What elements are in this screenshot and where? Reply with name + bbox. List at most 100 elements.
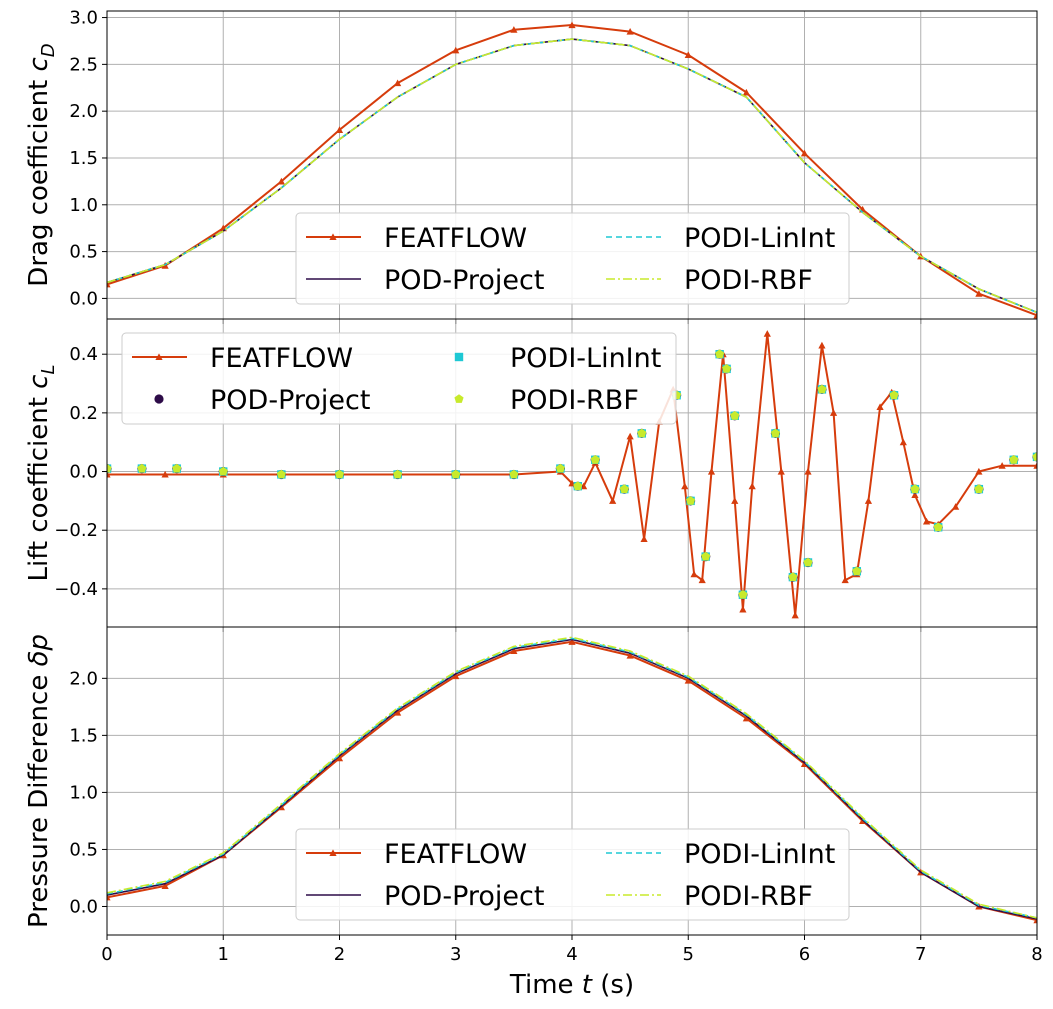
series-featflow-point [742, 88, 750, 96]
legend: FEATFLOW POD-Project PODI-LinInt PODI-RBF [295, 212, 850, 305]
legend-entry-pod-project-label: POD-Project [384, 265, 544, 296]
series-featflow-point [626, 651, 634, 659]
plot-area [107, 636, 1037, 924]
series-featflow-point [1033, 916, 1037, 924]
legend-entry-pod-project-swatch-marker [154, 394, 164, 404]
series-featflow-point [899, 438, 907, 446]
series-pod-project-line [107, 638, 1037, 920]
legend-entry-podi-rbf-label: PODI-RBF [684, 265, 813, 296]
series-featflow-point [952, 503, 960, 510]
x-tick-label: 1 [218, 944, 229, 965]
legend-entry-podi-linint-swatch-marker [454, 352, 464, 362]
plot-area [107, 21, 1037, 319]
series-featflow-point [568, 638, 576, 645]
series-featflow-point [452, 672, 460, 680]
y-tick-label: 1.5 [69, 148, 98, 169]
legend-entry-podi-linint-label: PODI-LinInt [684, 223, 835, 254]
legend-entry-featflow: FEATFLOW [306, 839, 527, 870]
series-featflow-point [742, 714, 750, 722]
series-podi-rbf-point [933, 522, 943, 532]
series-podi-rbf-point [334, 469, 345, 479]
series-podi-rbf-point [1032, 452, 1037, 461]
series-podi-rbf-point [619, 484, 629, 493]
y-tick-label: 0.0 [69, 896, 98, 917]
series-featflow-point [161, 470, 169, 478]
series-podi-rbf-point [738, 589, 748, 599]
y-axis-label-symbol: c [24, 57, 54, 71]
x-tick-label: 2 [334, 944, 345, 965]
series-featflow-point [731, 497, 739, 504]
x-axis-label-symbol: t [582, 970, 593, 1000]
x-tick-label: 8 [1031, 944, 1042, 965]
series-featflow-point [277, 177, 285, 185]
y-tick-label: 0.4 [69, 344, 98, 365]
legend-entry-featflow-label: FEATFLOW [384, 223, 527, 254]
series-featflow-point [975, 290, 983, 297]
series-featflow-point [804, 467, 812, 475]
series-featflow-point [791, 611, 799, 619]
y-tick-label: 0.5 [69, 839, 98, 860]
y-axis-label: Pressure Difference δp [24, 634, 54, 928]
series-featflow-point [684, 677, 692, 684]
legend-entry-podi-rbf: PODI-RBF [606, 265, 813, 296]
series-featflow-point [818, 341, 826, 349]
series-featflow-point [707, 467, 716, 475]
series-podi-rbf-point [722, 364, 732, 373]
x-axis-label: Time t (s) [509, 970, 634, 1000]
legend: FEATFLOW POD-Project PODI-LinInt PODI-RBF [295, 828, 850, 921]
legend-box [295, 212, 850, 305]
series-featflow-point [1033, 311, 1037, 319]
series-podi-rbf-point [637, 428, 647, 438]
series-podi-rbf-point [788, 572, 798, 581]
x-tick-label: 7 [915, 944, 926, 965]
series-podi-rbf-point [590, 455, 600, 464]
series-featflow-point [394, 708, 402, 716]
series-podi-rbf-point [509, 469, 519, 479]
x-tick-label: 0 [101, 944, 112, 965]
y-axis-label-text: Drag coefficient [24, 71, 54, 286]
legend-entry-podi-linint: PODI-LinInt [606, 223, 835, 254]
series-podi-rbf-point [573, 481, 583, 491]
x-axis-label-text: Time [509, 970, 582, 1000]
y-axis-label-text: Pressure Difference [24, 666, 54, 928]
series-podi-rbf-line [107, 38, 1037, 314]
series-featflow-line [107, 332, 1037, 617]
series-featflow-point [510, 647, 518, 655]
x-axis-label-unit: (s) [592, 970, 634, 1000]
plot-area [107, 330, 1037, 619]
series-podi-rbf-point [817, 384, 827, 394]
y-tick-label: 0.2 [69, 403, 98, 424]
series-featflow-point [763, 330, 771, 337]
series-featflow-point [640, 535, 648, 543]
x-tick-label: 5 [683, 944, 694, 965]
legend-entry-podi-linint-label: PODI-LinInt [510, 343, 661, 374]
y-axis-label-subscript: L [38, 365, 59, 375]
legend-entry-podi-rbf-label: PODI-RBF [510, 385, 639, 416]
series-podi-rbf-point [852, 566, 862, 576]
series-featflow-point [864, 497, 873, 504]
series-featflow-point [452, 46, 460, 54]
series-featflow-point [698, 576, 706, 584]
legend-entry-featflow: FEATFLOW [306, 223, 527, 254]
series-featflow-point [800, 149, 809, 157]
series-featflow-point [107, 893, 111, 901]
series-featflow-point [998, 462, 1006, 469]
legend-entry-featflow-label: FEATFLOW [384, 839, 527, 870]
series-featflow-point [748, 482, 756, 490]
y-tick-label: 1.0 [69, 782, 98, 803]
series-podi-rbf-point [730, 411, 740, 420]
series-podi-rbf-point [393, 469, 403, 479]
series-podi-rbf-point [276, 469, 286, 479]
legend-entry-pod-project: POD-Project [306, 881, 544, 912]
y-tick-label: 2.0 [69, 668, 98, 689]
series-featflow-point [335, 754, 344, 762]
y-tick-label: 0.0 [69, 462, 98, 483]
series-podi-rbf-point [701, 551, 711, 561]
series-featflow-point [626, 27, 634, 35]
x-tick-label: 6 [799, 944, 810, 965]
y-axis-label-subscript: D [38, 43, 59, 57]
y-axis-label: Lift coefficient cL [24, 365, 59, 582]
series-podi-rbf-point [686, 496, 696, 505]
x-tick-label: 3 [450, 944, 461, 965]
series-podi-rbf-point [451, 469, 461, 479]
